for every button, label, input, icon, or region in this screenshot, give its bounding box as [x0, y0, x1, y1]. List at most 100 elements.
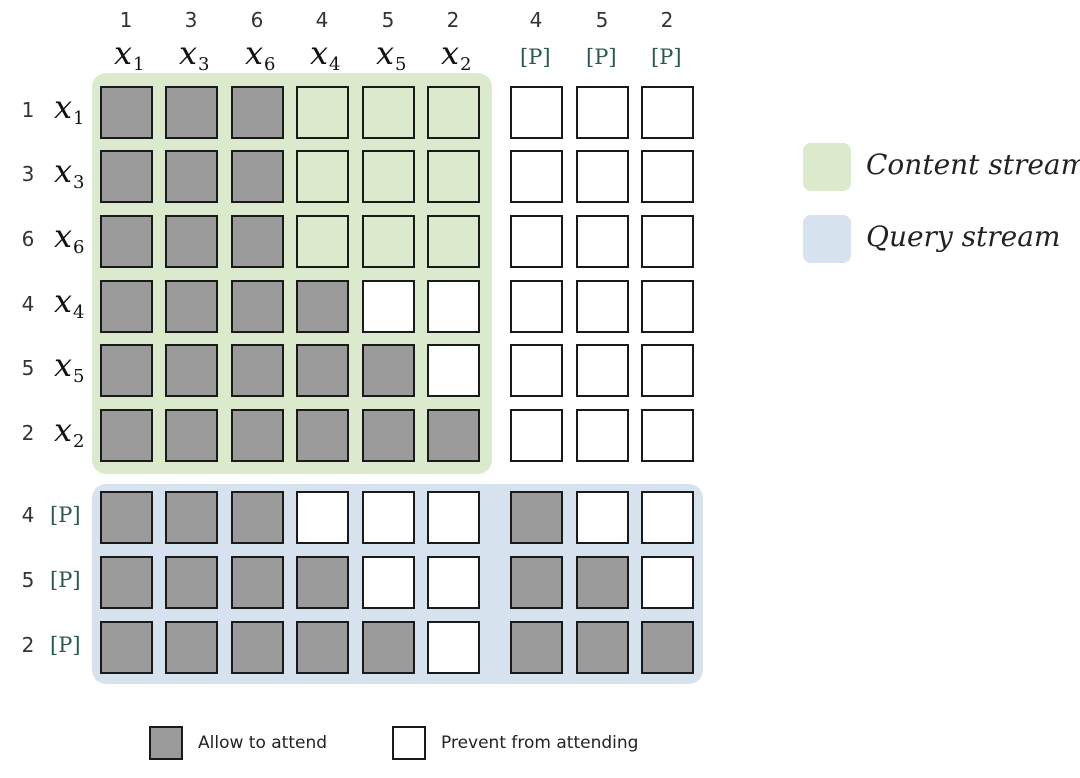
prevent-cell	[362, 556, 415, 609]
token-label: x4	[310, 34, 341, 75]
allow-cell	[165, 621, 218, 674]
allow-cell	[576, 621, 629, 674]
token-label: x5	[54, 346, 85, 387]
allow-cell	[165, 86, 218, 139]
row-order-number: 2	[21, 633, 35, 657]
prevent-cell	[296, 86, 349, 139]
column-order-number: 4	[529, 8, 543, 32]
row-order-number: 3	[21, 162, 35, 186]
column-order-number: 4	[315, 8, 329, 32]
token-label: x4	[54, 282, 85, 323]
allow-cell	[576, 556, 629, 609]
allow-cell	[165, 280, 218, 333]
placeholder-token-label: [P]	[50, 633, 81, 657]
token-symbol: x	[54, 346, 73, 384]
token-symbol: x	[114, 34, 133, 72]
token-label: x3	[54, 152, 85, 193]
token-subscript: 2	[73, 431, 85, 452]
allow-cell	[231, 409, 284, 462]
prevent-cell	[641, 409, 694, 462]
token-symbol: x	[54, 411, 73, 449]
prevent-cell	[362, 215, 415, 268]
prevent-cell	[641, 86, 694, 139]
allow-cell	[100, 491, 153, 544]
prevent-cell	[576, 491, 629, 544]
token-subscript: 6	[73, 237, 85, 258]
content-stream-region	[92, 73, 492, 474]
column-order-number: 1	[119, 8, 133, 32]
prevent-cell	[427, 491, 480, 544]
token-subscript: 5	[73, 366, 85, 387]
prevent-cell	[510, 215, 563, 268]
content-stream-label: Content stream	[866, 148, 1080, 181]
allow-cell	[231, 215, 284, 268]
allow-cell	[362, 621, 415, 674]
prevent-cell	[576, 344, 629, 397]
token-symbol: x	[310, 34, 329, 72]
row-order-number: 2	[21, 421, 35, 445]
allow-cell	[231, 344, 284, 397]
token-subscript: 4	[329, 54, 341, 75]
row-order-number: 5	[21, 356, 35, 380]
prevent-key-box	[392, 726, 426, 760]
allow-cell	[427, 409, 480, 462]
prevent-cell	[362, 491, 415, 544]
allow-cell	[100, 86, 153, 139]
allow-cell	[165, 491, 218, 544]
prevent-cell	[641, 344, 694, 397]
row-order-number: 4	[21, 292, 35, 316]
allow-cell	[165, 556, 218, 609]
placeholder-token-label: [P]	[520, 45, 551, 69]
column-order-number: 6	[250, 8, 264, 32]
column-order-number: 2	[660, 8, 674, 32]
column-order-number: 3	[184, 8, 198, 32]
allow-cell	[165, 344, 218, 397]
token-subscript: 5	[395, 54, 407, 75]
token-symbol: x	[179, 34, 198, 72]
column-order-number: 2	[446, 8, 460, 32]
allow-cell	[100, 280, 153, 333]
allow-cell	[231, 86, 284, 139]
token-symbol: x	[441, 34, 460, 72]
query-stream-label: Query stream	[866, 220, 1061, 253]
allow-cell	[231, 150, 284, 203]
prevent-cell	[427, 280, 480, 333]
allow-cell	[100, 344, 153, 397]
prevent-cell	[576, 280, 629, 333]
allow-cell	[100, 215, 153, 268]
token-subscript: 1	[73, 108, 85, 129]
token-symbol: x	[54, 282, 73, 320]
content-stream-swatch	[803, 143, 851, 191]
allow-cell	[362, 344, 415, 397]
token-label: x2	[54, 411, 85, 452]
prevent-cell	[576, 215, 629, 268]
prevent-cell	[576, 150, 629, 203]
allow-cell	[510, 491, 563, 544]
allow-cell	[231, 621, 284, 674]
allow-cell	[362, 409, 415, 462]
token-label: x6	[245, 34, 276, 75]
allow-cell	[296, 556, 349, 609]
token-subscript: 1	[133, 54, 145, 75]
prevent-cell	[362, 280, 415, 333]
prevent-cell	[641, 280, 694, 333]
token-label: x6	[54, 217, 85, 258]
prevent-cell	[576, 86, 629, 139]
token-subscript: 2	[460, 54, 472, 75]
prevent-cell	[641, 491, 694, 544]
row-order-number: 4	[21, 503, 35, 527]
row-order-number: 1	[21, 98, 35, 122]
allow-cell	[165, 150, 218, 203]
prevent-cell	[641, 556, 694, 609]
token-label: x2	[441, 34, 472, 75]
allow-key-label: Allow to attend	[198, 733, 328, 753]
allow-cell	[231, 491, 284, 544]
prevent-cell	[427, 556, 480, 609]
token-subscript: 4	[73, 302, 85, 323]
prevent-cell	[296, 215, 349, 268]
token-label: x5	[376, 34, 407, 75]
allow-cell	[510, 556, 563, 609]
allow-cell	[296, 344, 349, 397]
prevent-cell	[510, 150, 563, 203]
